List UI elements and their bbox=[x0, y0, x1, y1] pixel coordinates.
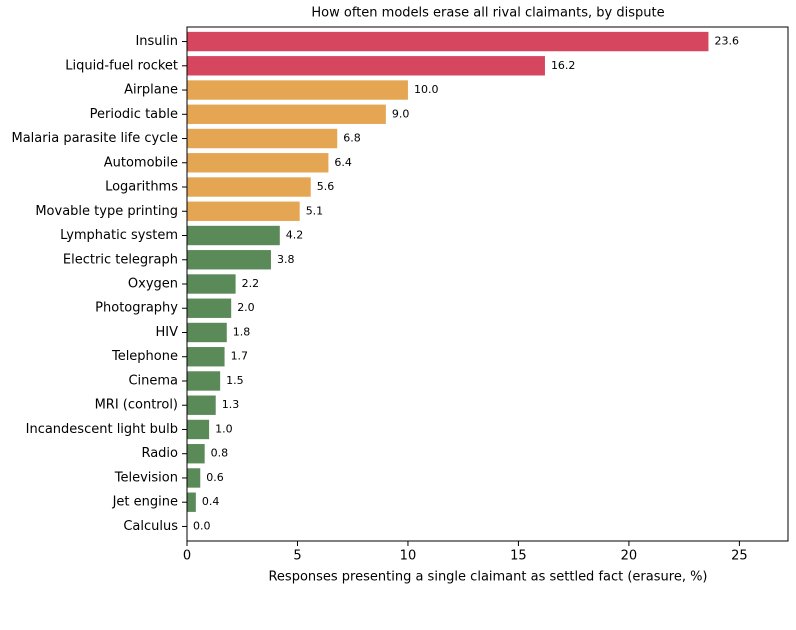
y-tick-label: Jet engine bbox=[112, 495, 178, 510]
bar bbox=[187, 128, 338, 149]
y-tick-label: Calculus bbox=[123, 519, 178, 534]
bar bbox=[187, 444, 205, 464]
y-tick-label: Telephone bbox=[111, 349, 178, 364]
value-label: 0.4 bbox=[202, 495, 220, 508]
bar bbox=[187, 322, 227, 343]
value-label: 1.5 bbox=[226, 374, 244, 387]
x-tick-label: 5 bbox=[293, 549, 301, 564]
y-tick-label: Lymphatic system bbox=[60, 228, 178, 243]
value-label: 2.2 bbox=[242, 277, 260, 290]
value-label: 6.4 bbox=[334, 156, 352, 169]
value-label: 5.6 bbox=[317, 180, 335, 193]
x-tick-label: 20 bbox=[621, 549, 638, 564]
y-tick-label: Malaria parasite life cycle bbox=[12, 131, 179, 146]
y-tick-label: Television bbox=[114, 470, 178, 485]
y-tick-label: HIV bbox=[155, 325, 178, 340]
bar bbox=[187, 492, 196, 512]
bar bbox=[187, 225, 280, 246]
value-label: 0.6 bbox=[206, 471, 224, 484]
y-tick-label: Liquid-fuel rocket bbox=[65, 58, 178, 73]
bar bbox=[187, 468, 201, 488]
y-tick-label: Airplane bbox=[124, 83, 178, 98]
value-label: 2.0 bbox=[237, 301, 255, 314]
x-tick-label: 0 bbox=[183, 549, 191, 564]
bar bbox=[187, 201, 300, 221]
x-tick-label: 10 bbox=[400, 549, 417, 564]
bar bbox=[187, 153, 329, 173]
bar bbox=[187, 104, 386, 124]
y-tick-label: MRI (control) bbox=[95, 398, 178, 413]
value-label: 10.0 bbox=[414, 83, 439, 96]
value-label: 16.2 bbox=[551, 59, 576, 72]
bar bbox=[187, 177, 311, 197]
value-label: 4.2 bbox=[286, 229, 304, 242]
y-tick-label: Movable type printing bbox=[35, 204, 178, 219]
bar bbox=[187, 419, 210, 440]
value-label: 5.1 bbox=[306, 204, 324, 217]
value-label: 1.7 bbox=[231, 350, 249, 363]
value-label: 1.3 bbox=[222, 398, 240, 411]
y-tick-label: Radio bbox=[141, 446, 178, 461]
bar bbox=[187, 31, 709, 52]
value-label: 9.0 bbox=[392, 107, 410, 120]
bar bbox=[187, 250, 271, 270]
bar bbox=[187, 56, 545, 76]
y-tick-label: Periodic table bbox=[90, 107, 178, 122]
bar bbox=[187, 80, 408, 100]
plot-frame bbox=[186, 26, 789, 542]
y-tick-label: Automobile bbox=[104, 155, 178, 170]
value-label: 0.0 bbox=[193, 519, 211, 532]
y-tick-label: Insulin bbox=[135, 34, 178, 49]
chart-title: How often models erase all rival claiman… bbox=[311, 6, 664, 21]
y-tick-label: Logarithms bbox=[105, 180, 178, 195]
bar bbox=[187, 298, 232, 318]
value-label: 0.8 bbox=[211, 447, 229, 460]
x-tick-label: 25 bbox=[731, 549, 748, 564]
x-axis-label: Responses presenting a single claimant a… bbox=[268, 570, 707, 585]
value-label: 23.6 bbox=[714, 35, 739, 48]
y-tick-label: Cinema bbox=[128, 373, 178, 388]
value-label: 6.8 bbox=[343, 132, 361, 145]
y-tick-label: Oxygen bbox=[128, 277, 178, 292]
x-tick-label: 15 bbox=[510, 549, 527, 564]
bar bbox=[187, 274, 236, 294]
y-tick-label: Photography bbox=[95, 301, 178, 316]
y-tick-label: Incandescent light bulb bbox=[26, 422, 178, 437]
y-tick-label: Electric telegraph bbox=[63, 252, 178, 267]
bar bbox=[187, 347, 225, 367]
value-label: 3.8 bbox=[277, 253, 295, 266]
bar bbox=[187, 371, 221, 391]
value-label: 1.0 bbox=[215, 422, 233, 435]
value-label: 1.8 bbox=[233, 325, 251, 338]
bar bbox=[187, 395, 216, 415]
